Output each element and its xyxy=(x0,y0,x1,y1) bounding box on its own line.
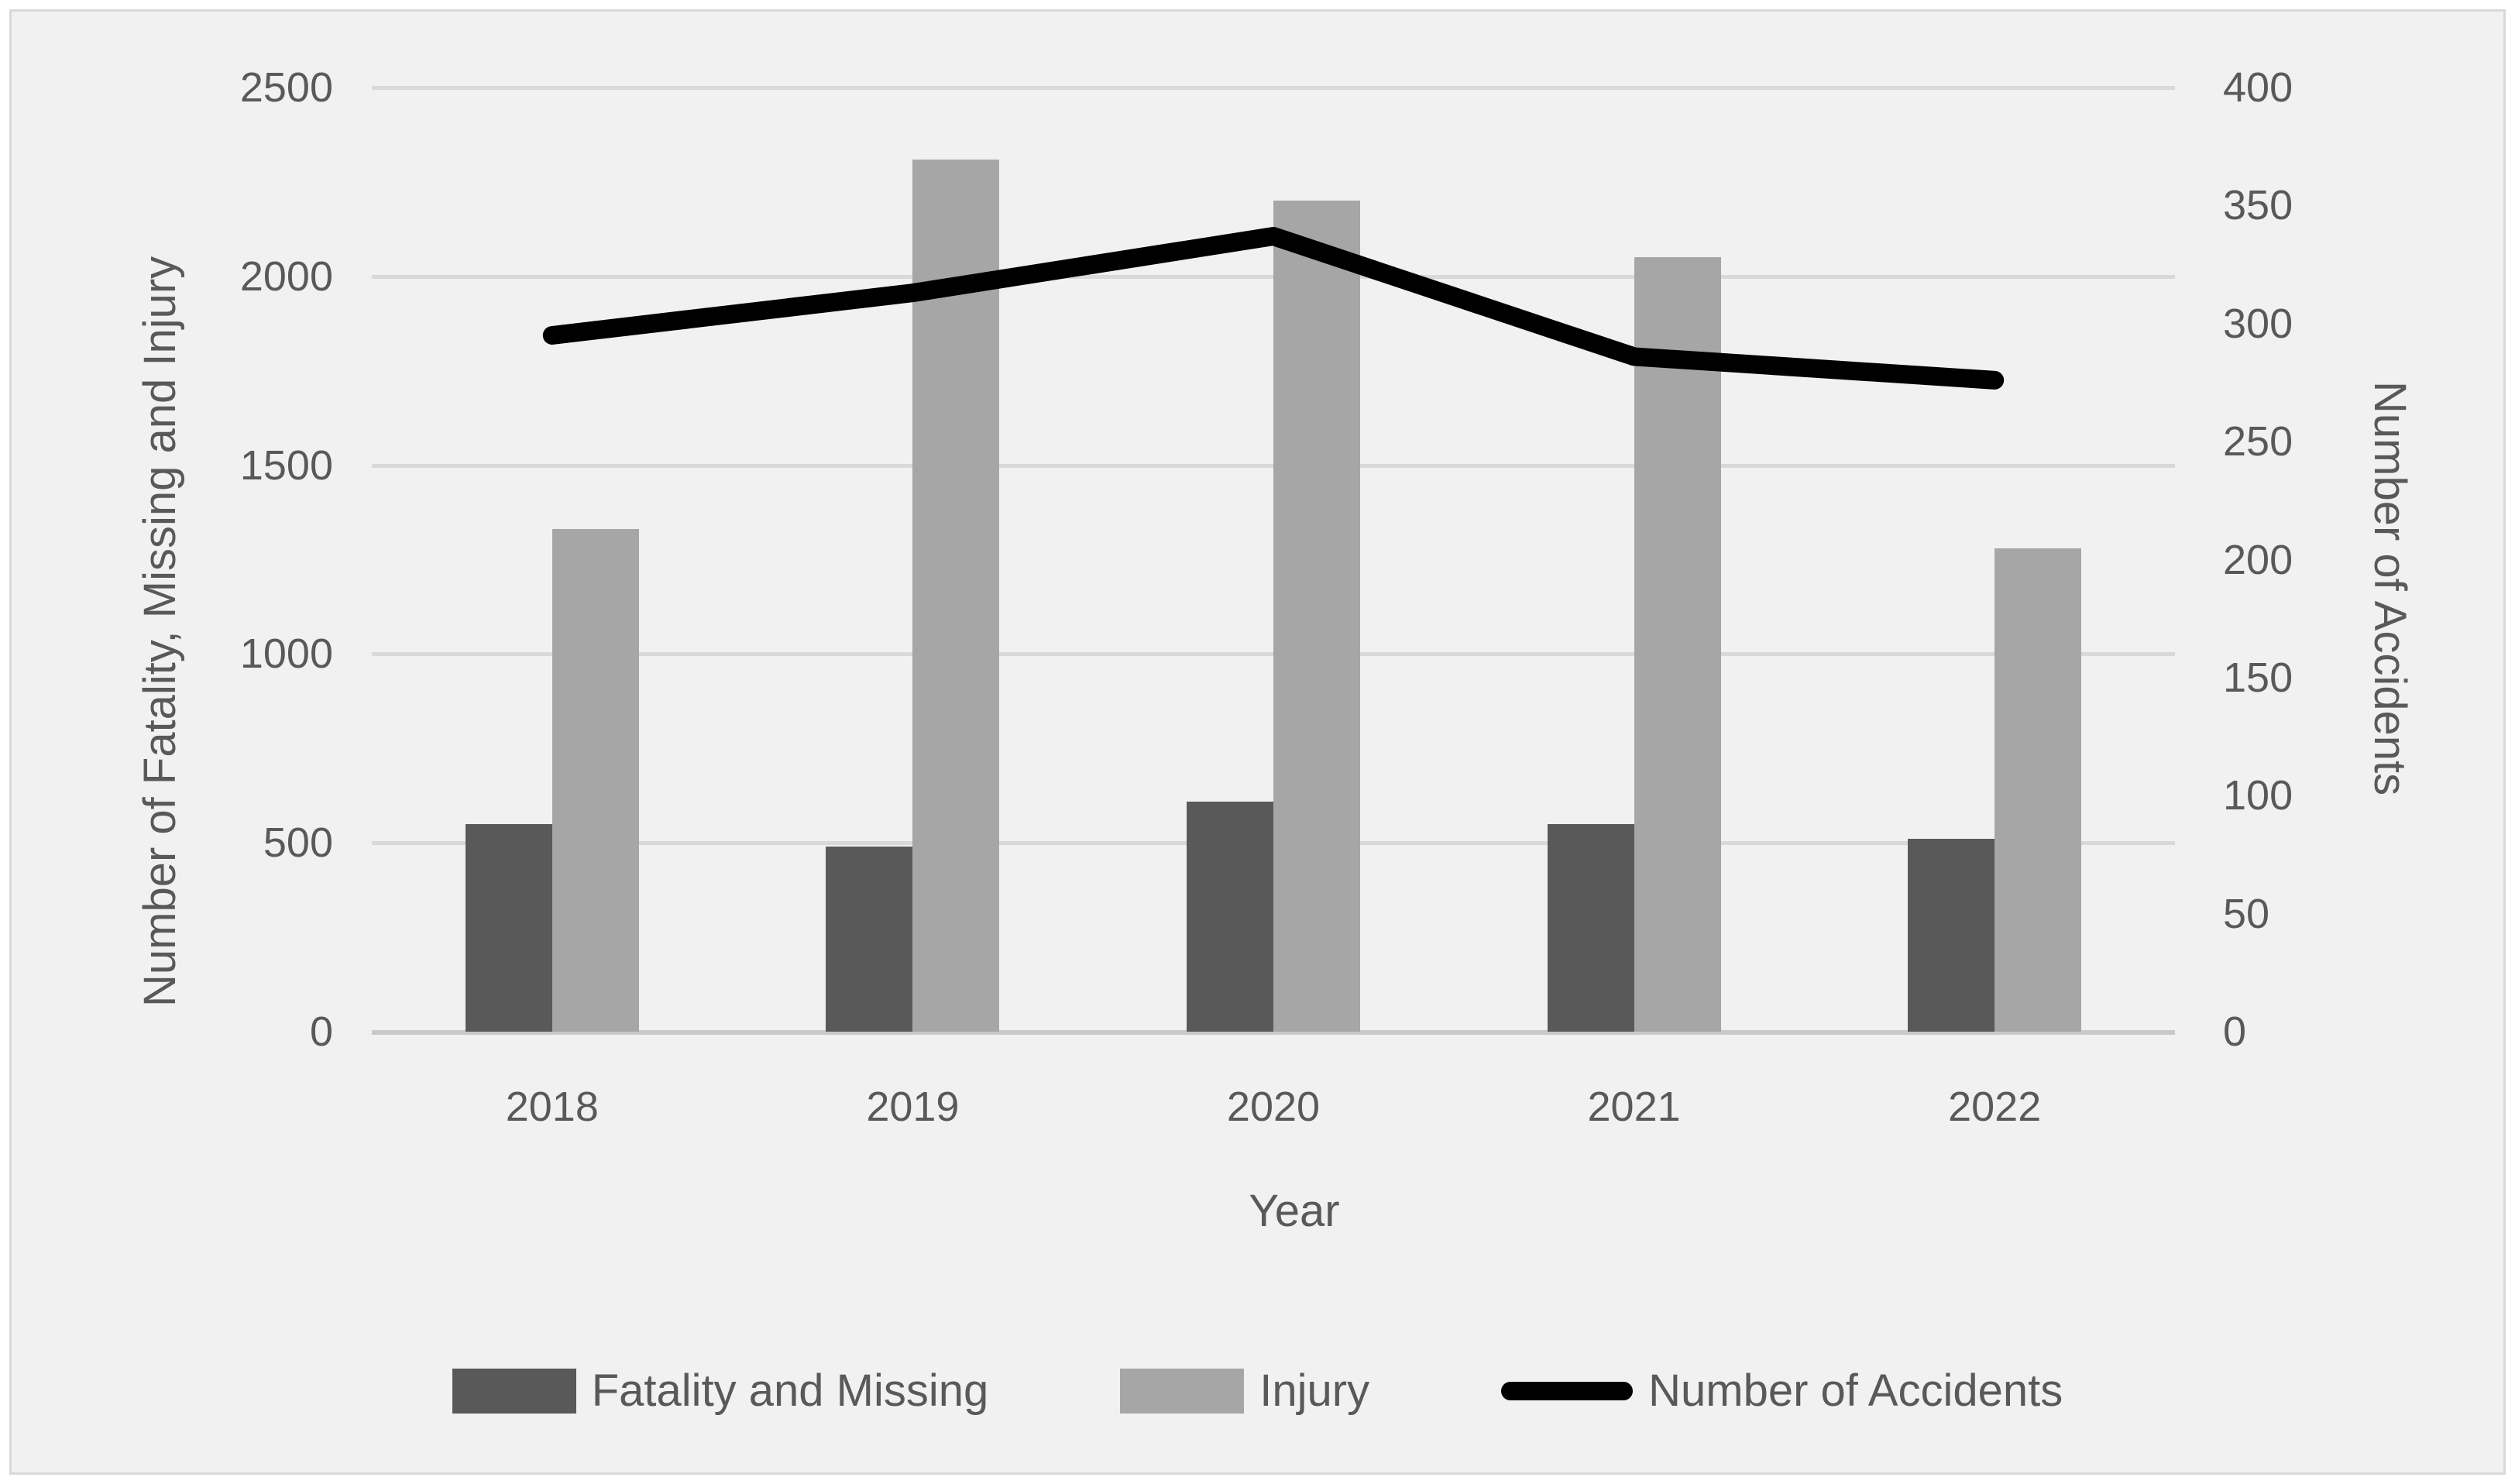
legend-bar-swatch xyxy=(452,1369,576,1414)
left-axis-tick-label: 500 xyxy=(263,819,333,867)
left-axis-tick-label: 2500 xyxy=(239,64,333,111)
right-axis-tick-label: 300 xyxy=(2223,300,2293,347)
legend-label: Number of Accidents xyxy=(1648,1365,2063,1416)
bar-fatality-missing-2022 xyxy=(1908,839,1995,1032)
bar-fatality-missing-2019 xyxy=(826,847,913,1032)
left-axis-tick-label: 0 xyxy=(309,1008,333,1055)
right-axis-tick-label: 50 xyxy=(2223,890,2270,937)
legend-label: Fatality and Missing xyxy=(591,1365,989,1416)
x-axis-tick-label: 2021 xyxy=(1587,1084,1681,1130)
right-axis-tick-label: 150 xyxy=(2223,654,2293,701)
gridline xyxy=(372,86,2175,90)
right-axis-tick-label: 0 xyxy=(2223,1008,2247,1055)
legend-item: Fatality and Missing xyxy=(452,1365,989,1416)
x-axis-tick-label: 2019 xyxy=(866,1084,960,1130)
bar-injury-2019 xyxy=(912,159,1000,1032)
bar-fatality-missing-2018 xyxy=(465,823,552,1032)
legend-item: Injury xyxy=(1120,1369,1369,1414)
legend-label: Injury xyxy=(1259,1365,1370,1416)
right-axis-title: Number of Accidents xyxy=(2365,381,2415,796)
bar-injury-2021 xyxy=(1634,257,1721,1032)
x-axis-tick-label: 2022 xyxy=(1948,1084,2042,1130)
x-axis-tick-label: 2018 xyxy=(505,1084,599,1130)
right-axis-tick-label: 250 xyxy=(2223,418,2293,465)
left-axis-tick-label: 2000 xyxy=(239,252,333,300)
bar-injury-2022 xyxy=(1994,548,2082,1032)
bar-fatality-missing-2021 xyxy=(1547,823,1634,1032)
right-axis-tick-label: 200 xyxy=(2223,536,2293,583)
right-axis-tick-label: 350 xyxy=(2223,182,2293,229)
x-axis-line xyxy=(372,1030,2175,1035)
legend: Fatality and Missing Injury Number of Acci… xyxy=(12,1369,2503,1414)
accidents-line-layer xyxy=(542,226,2005,390)
right-axis-tick-label: 400 xyxy=(2223,64,2293,111)
legend-line-swatch xyxy=(1501,1382,1634,1400)
x-axis-title: Year xyxy=(1249,1186,1340,1236)
bar-injury-2018 xyxy=(551,529,639,1032)
left-axis-title: Number of Fatality, Missing and Injury xyxy=(135,256,185,1007)
chart-frame: 0 500 1000 1500 2000 2500 0 50 100 150 200 250 300 3… xyxy=(9,9,2506,1475)
legend-item: Number of Accidents xyxy=(1501,1369,2063,1414)
legend-bar-swatch xyxy=(1120,1369,1245,1414)
left-axis-tick-label: 1500 xyxy=(239,441,333,489)
bar-fatality-missing-2020 xyxy=(1187,801,1273,1032)
x-axis-tick-label: 2020 xyxy=(1226,1084,1321,1130)
bar-injury-2020 xyxy=(1273,201,1360,1032)
left-axis-tick-label: 1000 xyxy=(239,630,333,678)
right-axis-tick-label: 100 xyxy=(2223,772,2293,819)
